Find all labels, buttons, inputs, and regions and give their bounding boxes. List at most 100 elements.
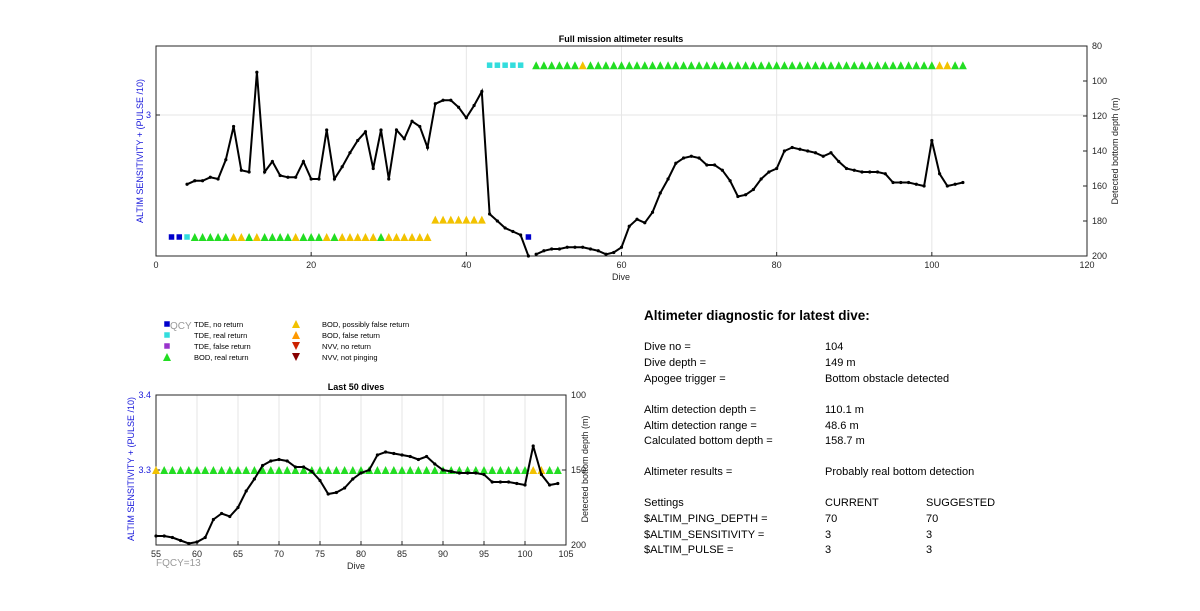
status-marker [494, 62, 501, 68]
status-marker [477, 215, 486, 224]
status-marker [935, 61, 944, 70]
depth-point [224, 158, 228, 162]
status-marker [250, 466, 259, 474]
depth-point [906, 180, 911, 185]
x-tick-label: 95 [479, 549, 489, 559]
status-marker [702, 61, 711, 70]
status-marker [517, 62, 524, 68]
depth-point [187, 541, 191, 546]
depth-point [922, 184, 926, 188]
depth-point [821, 154, 825, 158]
depth-point [534, 252, 538, 256]
full-mission-status-markers [168, 61, 967, 241]
right-y-tick-label: 200 [1092, 251, 1107, 261]
status-marker [553, 466, 562, 474]
status-marker [291, 233, 300, 241]
depth-point [507, 480, 511, 484]
legend-symbol [164, 332, 170, 338]
status-marker [400, 233, 409, 241]
status-marker [803, 61, 812, 70]
status-marker [268, 233, 277, 241]
status-marker [881, 61, 890, 70]
status-marker [547, 61, 556, 70]
diagnostic-title: Altimeter diagnostic for latest dive: [644, 308, 870, 323]
depth-point [798, 147, 802, 151]
status-marker [470, 215, 479, 224]
legend-label: TDE, false return [194, 342, 251, 351]
depth-point [713, 163, 717, 167]
status-marker [733, 61, 742, 70]
depth-point [302, 465, 306, 469]
last-50-ylabel-right: Detected bottom depth (m) [580, 415, 590, 522]
depth-point [728, 179, 732, 183]
status-marker [529, 466, 538, 474]
legend-label: BOD, real return [194, 353, 249, 362]
diag-value-apogee: Bottom obstacle detected [825, 373, 949, 385]
depth-point [286, 175, 290, 179]
settings-header-label: Settings [644, 497, 684, 509]
status-marker [586, 61, 595, 70]
status-marker [772, 61, 781, 70]
diag-label-dive-depth: Dive depth = [644, 357, 706, 369]
status-marker [819, 61, 828, 70]
status-marker [889, 61, 898, 70]
x-tick-label: 55 [151, 549, 161, 559]
depth-point [488, 212, 492, 216]
depth-point [231, 124, 236, 129]
depth-point [899, 180, 903, 185]
right-y-tick-label: 140 [1092, 146, 1107, 156]
depth-point [441, 468, 445, 472]
right-y-tick-label: 100 [1092, 76, 1107, 86]
depth-point [539, 472, 544, 477]
status-marker [184, 234, 190, 240]
legend-label: NVV, not pinging [322, 353, 378, 362]
fqcy-label: FQCY=13 [156, 558, 201, 569]
status-marker [369, 233, 378, 241]
depth-point [480, 89, 484, 94]
status-marker [206, 233, 215, 241]
depth-point [744, 193, 748, 197]
depth-point [550, 247, 554, 251]
depth-point [523, 483, 527, 487]
x-tick-label: 90 [438, 549, 448, 559]
x-tick-label: 105 [558, 549, 573, 559]
depth-point [410, 119, 414, 123]
status-marker [168, 234, 175, 240]
depth-point [759, 177, 763, 181]
depth-point [162, 534, 166, 538]
depth-point [751, 187, 755, 192]
diag-label-results: Altimeter results = [644, 466, 732, 478]
status-marker [168, 466, 177, 474]
depth-point [490, 480, 494, 484]
status-marker [502, 62, 508, 68]
depth-point [236, 505, 240, 510]
status-marker [190, 233, 199, 241]
status-marker [245, 233, 254, 241]
depth-point [565, 245, 569, 249]
status-marker [718, 61, 727, 70]
depth-point [790, 145, 794, 150]
depth-point [239, 168, 243, 172]
legend-label: NVV, no return [322, 342, 371, 351]
settings-header-current: CURRENT [825, 497, 879, 509]
depth-point [179, 538, 183, 543]
depth-point [868, 170, 872, 174]
depth-point [775, 166, 779, 171]
x-tick-label: 70 [274, 549, 284, 559]
status-marker [865, 61, 874, 70]
legend-symbol [163, 353, 171, 361]
status-marker [625, 61, 634, 70]
x-tick-label: 75 [315, 549, 325, 559]
status-marker [842, 61, 851, 70]
status-marker [430, 466, 439, 474]
altimeter-diagnostic-panel: Altimeter diagnostic for latest dive: Di… [644, 308, 995, 556]
depth-point [945, 184, 949, 188]
diag-label-dive-no: Dive no = [644, 341, 691, 353]
setting-suggested-ping-depth: 70 [926, 513, 938, 525]
depth-point [953, 182, 957, 186]
status-marker [338, 233, 347, 241]
depth-point [658, 191, 662, 195]
depth-point [301, 159, 306, 164]
legend-symbol [164, 321, 170, 327]
status-marker [316, 466, 324, 474]
